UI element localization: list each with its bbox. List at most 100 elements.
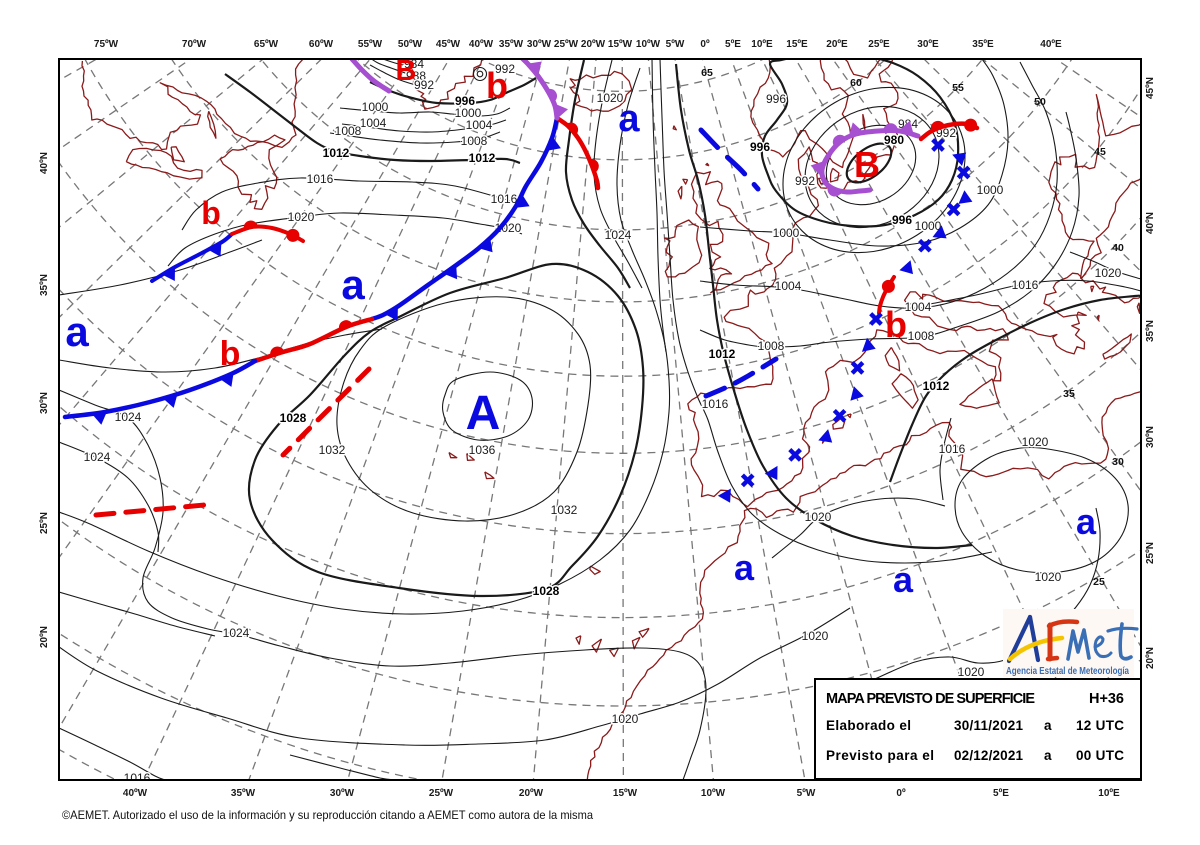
svg-text:40ºE: 40ºE [1040, 39, 1062, 50]
svg-text:©AEMET. Autorizado el uso de l: ©AEMET. Autorizado el uso de la informac… [62, 808, 593, 822]
svg-text:1020: 1020 [612, 712, 639, 726]
svg-text:40ºW: 40ºW [469, 39, 494, 50]
svg-text:35: 35 [1063, 388, 1075, 400]
svg-text:a: a [893, 559, 914, 600]
svg-text:Agencia Estatal de Meteorologí: Agencia Estatal de Meteorología [1006, 666, 1129, 677]
svg-text:B: B [854, 144, 880, 185]
svg-text:25ºE: 25ºE [868, 39, 890, 50]
svg-text:0º: 0º [896, 788, 906, 799]
svg-text:25: 25 [1093, 576, 1105, 588]
svg-text:1016: 1016 [939, 442, 966, 456]
svg-text:30ºN: 30ºN [39, 392, 50, 414]
svg-text:1020: 1020 [288, 210, 315, 224]
svg-text:b: b [885, 304, 907, 345]
svg-text:980: 980 [884, 133, 904, 147]
svg-text:70ºW: 70ºW [182, 39, 207, 50]
svg-text:1024: 1024 [605, 228, 632, 242]
svg-text:10ºE: 10ºE [751, 39, 773, 50]
svg-text:30/11/2021: 30/11/2021 [954, 718, 1023, 733]
svg-text:a: a [1044, 748, 1052, 763]
svg-text:35ºN: 35ºN [39, 274, 50, 296]
svg-text:1036: 1036 [469, 443, 496, 457]
svg-text:1020: 1020 [1095, 266, 1122, 280]
svg-text:1020: 1020 [802, 629, 829, 643]
svg-text:992: 992 [795, 174, 815, 188]
svg-text:A: A [466, 387, 501, 440]
svg-text:1020: 1020 [1035, 570, 1062, 584]
svg-text:75ºW: 75ºW [94, 39, 119, 50]
svg-text:0º: 0º [700, 39, 710, 50]
svg-text:Previsto para el: Previsto para el [826, 748, 934, 763]
svg-text:1016: 1016 [1012, 278, 1039, 292]
svg-text:40ºN: 40ºN [1145, 212, 1156, 234]
svg-text:55ºW: 55ºW [358, 39, 383, 50]
svg-text:1028: 1028 [280, 411, 307, 425]
svg-text:20ºN: 20ºN [1145, 647, 1156, 669]
svg-text:20ºE: 20ºE [826, 39, 848, 50]
svg-text:5ºW: 5ºW [797, 788, 816, 799]
svg-text:30ºE: 30ºE [917, 39, 939, 50]
svg-text:1000: 1000 [362, 100, 389, 114]
svg-text:1004: 1004 [775, 279, 802, 293]
svg-text:50: 50 [1034, 96, 1046, 108]
svg-text:20ºN: 20ºN [39, 626, 50, 648]
svg-text:a: a [618, 98, 640, 140]
svg-text:1032: 1032 [551, 503, 578, 517]
svg-text:a: a [65, 308, 89, 355]
svg-text:1000: 1000 [773, 226, 800, 240]
svg-text:15ºW: 15ºW [613, 788, 638, 799]
svg-text:30ºW: 30ºW [527, 39, 552, 50]
svg-text:10ºW: 10ºW [636, 39, 661, 50]
svg-text:b: b [486, 65, 508, 106]
svg-text:55: 55 [952, 82, 964, 94]
svg-text:MAPA PREVISTO DE SUPERFICIE: MAPA PREVISTO DE SUPERFICIE [826, 691, 1035, 707]
svg-text:996: 996 [766, 92, 786, 106]
svg-text:1008: 1008 [335, 124, 362, 138]
svg-text:20ºW: 20ºW [581, 39, 606, 50]
svg-text:1024: 1024 [115, 410, 142, 424]
svg-text:1020: 1020 [958, 665, 985, 679]
svg-text:5ºE: 5ºE [993, 788, 1009, 799]
svg-text:a: a [1044, 718, 1052, 733]
svg-text:40ºW: 40ºW [123, 788, 148, 799]
svg-text:5ºW: 5ºW [666, 39, 685, 50]
svg-text:5ºE: 5ºE [725, 39, 741, 50]
svg-text:1012: 1012 [323, 146, 350, 160]
svg-text:a: a [734, 547, 755, 588]
svg-text:30ºN: 30ºN [1145, 426, 1156, 448]
svg-text:1024: 1024 [223, 626, 250, 640]
svg-text:996: 996 [750, 140, 770, 154]
svg-text:45ºW: 45ºW [436, 39, 461, 50]
svg-text:30ºW: 30ºW [330, 788, 355, 799]
svg-text:1028: 1028 [533, 584, 560, 598]
svg-text:1016: 1016 [491, 192, 518, 206]
svg-text:65: 65 [701, 67, 713, 79]
svg-text:1016: 1016 [307, 172, 334, 186]
svg-text:25ºN: 25ºN [1145, 542, 1156, 564]
svg-text:45ºN: 45ºN [1145, 77, 1156, 99]
svg-text:30: 30 [1112, 456, 1124, 468]
svg-text:H+36: H+36 [1089, 691, 1124, 707]
svg-text:1012: 1012 [469, 151, 496, 165]
svg-text:25ºW: 25ºW [429, 788, 454, 799]
svg-text:1004: 1004 [360, 116, 387, 130]
svg-text:1012: 1012 [709, 347, 736, 361]
svg-text:a: a [1076, 501, 1097, 542]
svg-text:35ºW: 35ºW [499, 39, 524, 50]
svg-text:12 UTC: 12 UTC [1076, 718, 1124, 733]
svg-text:50ºW: 50ºW [398, 39, 423, 50]
svg-text:10ºE: 10ºE [1098, 788, 1120, 799]
svg-text:10ºW: 10ºW [701, 788, 726, 799]
svg-text:a: a [341, 261, 365, 308]
svg-text:35ºW: 35ºW [231, 788, 256, 799]
svg-text:Elaborado el: Elaborado el [826, 718, 911, 733]
svg-text:1004: 1004 [905, 300, 932, 314]
svg-text:02/12/2021: 02/12/2021 [954, 748, 1023, 763]
svg-text:35ºN: 35ºN [1145, 320, 1156, 342]
svg-text:1020: 1020 [1022, 435, 1049, 449]
svg-text:1016: 1016 [702, 397, 729, 411]
svg-text:00 UTC: 00 UTC [1076, 748, 1124, 763]
svg-text:1024: 1024 [84, 450, 111, 464]
svg-text:1004: 1004 [466, 118, 493, 132]
svg-text:1008: 1008 [908, 329, 935, 343]
